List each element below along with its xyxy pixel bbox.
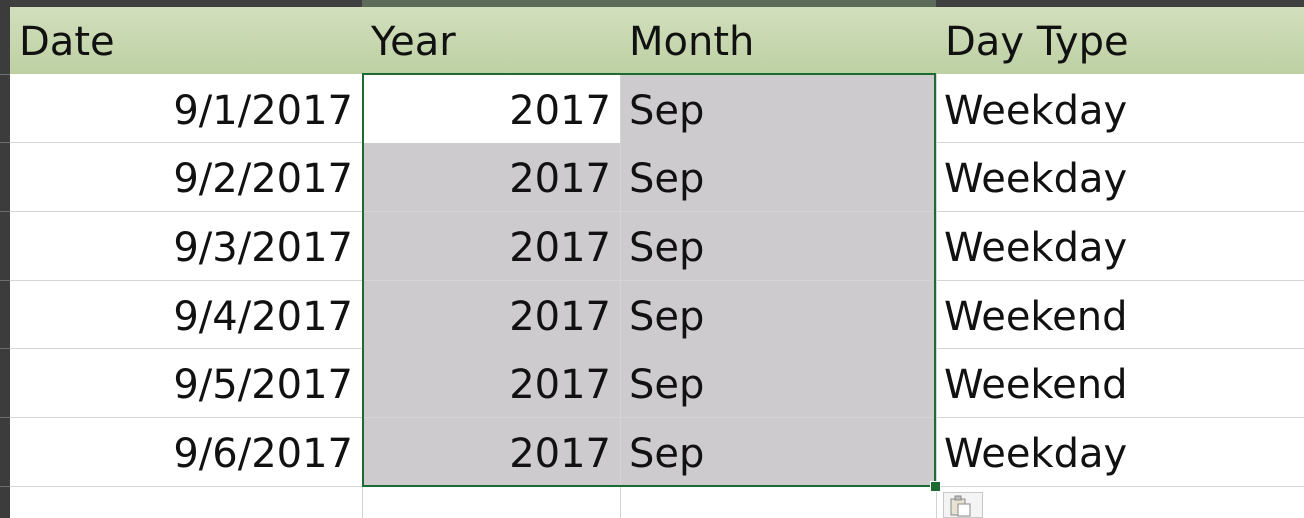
row-header-divider <box>0 142 10 143</box>
grid-line <box>10 486 1304 487</box>
grid-line <box>936 74 937 518</box>
month-cell[interactable]: Sep <box>621 143 936 211</box>
day-type-cell[interactable]: Weekday <box>944 88 1128 134</box>
row-header-divider <box>0 486 10 487</box>
year-cell-active[interactable]: 2017 <box>363 75 620 143</box>
header-month[interactable]: Month <box>629 19 755 65</box>
table-row: 9/5/2017 2017 Sep Weekend <box>10 349 1304 417</box>
month-cell[interactable]: Sep <box>621 212 936 280</box>
month-cell[interactable]: Sep <box>621 75 936 143</box>
row-header-divider <box>0 280 10 281</box>
year-cell[interactable]: 2017 <box>363 418 620 486</box>
day-type-cell[interactable]: Weekend <box>944 294 1128 340</box>
row-header-strip[interactable] <box>0 0 10 518</box>
date-cell[interactable]: 9/4/2017 <box>173 294 353 340</box>
month-cell[interactable]: Sep <box>621 418 936 486</box>
date-cell[interactable]: 9/6/2017 <box>173 431 353 477</box>
row-header-divider <box>0 348 10 349</box>
year-cell[interactable]: 2017 <box>363 212 620 280</box>
grid-line <box>620 74 621 518</box>
year-cell[interactable]: 2017 <box>363 349 620 417</box>
column-header-bar[interactable] <box>0 0 1304 7</box>
date-cell[interactable]: 9/5/2017 <box>173 362 353 408</box>
paste-options-button[interactable] <box>943 492 983 518</box>
table-row: 9/2/2017 2017 Sep Weekday <box>10 143 1304 211</box>
selected-columns-indicator <box>362 0 936 7</box>
year-cell[interactable]: 2017 <box>363 143 620 211</box>
table-row: 9/3/2017 2017 Sep Weekday <box>10 212 1304 280</box>
day-type-cell[interactable]: Weekday <box>944 225 1128 271</box>
day-type-cell[interactable]: Weekday <box>944 431 1128 477</box>
year-cell[interactable]: 2017 <box>363 281 620 349</box>
grid-line <box>10 280 1304 281</box>
paste-options-icon <box>944 493 982 517</box>
table-header-row: Date Year Month Day Type <box>10 7 1304 74</box>
date-cell[interactable]: 9/1/2017 <box>173 88 353 134</box>
table-row: 9/4/2017 2017 Sep Weekend <box>10 281 1304 349</box>
row-header-divider <box>0 417 10 418</box>
month-cell[interactable]: Sep <box>621 349 936 417</box>
table-row: 9/1/2017 2017 Sep Weekday <box>10 75 1304 143</box>
header-year[interactable]: Year <box>371 19 456 65</box>
day-type-cell[interactable]: Weekend <box>944 362 1128 408</box>
row-header-divider <box>0 74 10 75</box>
fill-handle[interactable] <box>930 481 941 492</box>
date-cell[interactable]: 9/3/2017 <box>173 225 353 271</box>
date-cell[interactable]: 9/2/2017 <box>173 156 353 202</box>
grid-line <box>10 211 1304 212</box>
day-type-cell[interactable]: Weekday <box>944 156 1128 202</box>
month-cell[interactable]: Sep <box>621 281 936 349</box>
header-date[interactable]: Date <box>19 19 115 65</box>
table-row: 9/6/2017 2017 Sep Weekday <box>10 418 1304 486</box>
header-day-type[interactable]: Day Type <box>945 19 1129 65</box>
row-header-divider <box>0 211 10 212</box>
grid-line <box>10 417 1304 418</box>
